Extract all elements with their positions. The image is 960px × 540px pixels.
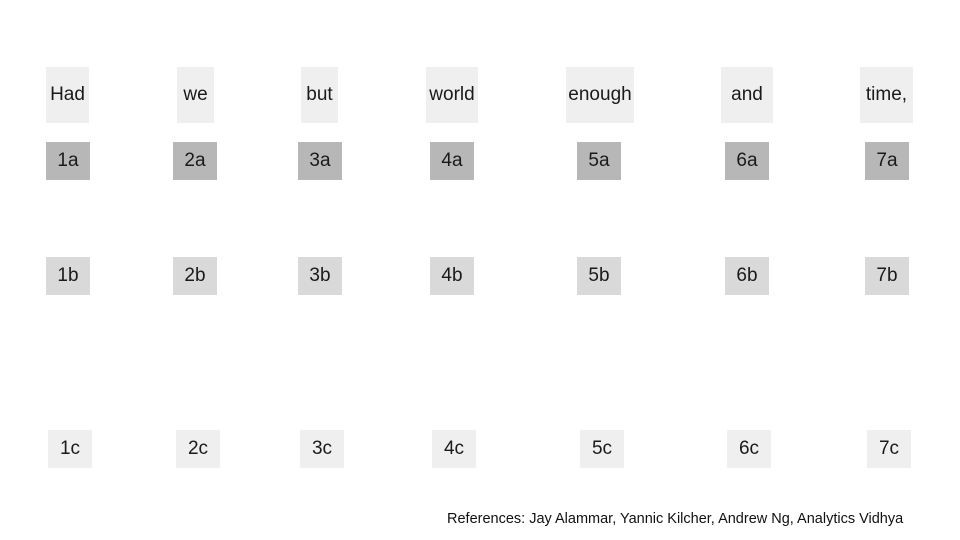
vector-7a: 7a <box>865 142 909 180</box>
word-token-2: we <box>177 67 214 123</box>
vector-2a: 2a <box>173 142 217 180</box>
vector-6c: 6c <box>727 430 771 468</box>
vector-4c: 4c <box>432 430 476 468</box>
vector-5a: 5a <box>577 142 621 180</box>
vector-4a: 4a <box>430 142 474 180</box>
vector-4b: 4b <box>430 257 474 295</box>
vector-1b: 1b <box>46 257 90 295</box>
word-token-1: Had <box>46 67 89 123</box>
vector-2c: 2c <box>176 430 220 468</box>
word-token-6: and <box>721 67 773 123</box>
vector-3c: 3c <box>300 430 344 468</box>
word-token-7: time, <box>860 67 913 123</box>
vector-3a: 3a <box>298 142 342 180</box>
vector-7c: 7c <box>867 430 911 468</box>
word-token-4: world <box>426 67 478 123</box>
vector-1c: 1c <box>48 430 92 468</box>
vector-2b: 2b <box>173 257 217 295</box>
vector-6a: 6a <box>725 142 769 180</box>
word-token-3: but <box>301 67 338 123</box>
word-token-5: enough <box>566 67 634 123</box>
vector-5c: 5c <box>580 430 624 468</box>
vector-1a: 1a <box>46 142 90 180</box>
vector-3b: 3b <box>298 257 342 295</box>
vector-7b: 7b <box>865 257 909 295</box>
vector-6b: 6b <box>725 257 769 295</box>
references-caption: References: Jay Alammar, Yannic Kilcher,… <box>447 511 904 527</box>
vector-5b: 5b <box>577 257 621 295</box>
